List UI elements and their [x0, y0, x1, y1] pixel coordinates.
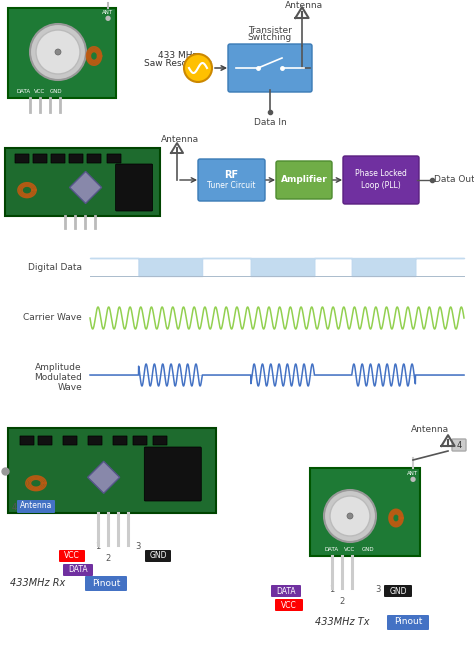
Text: ●: ● — [105, 15, 111, 21]
FancyBboxPatch shape — [33, 154, 47, 163]
FancyBboxPatch shape — [87, 154, 101, 163]
FancyBboxPatch shape — [51, 154, 65, 163]
FancyBboxPatch shape — [15, 154, 29, 163]
FancyBboxPatch shape — [144, 447, 201, 501]
FancyBboxPatch shape — [20, 436, 34, 445]
Text: GND: GND — [149, 551, 167, 561]
FancyBboxPatch shape — [133, 436, 147, 445]
FancyBboxPatch shape — [59, 550, 85, 562]
FancyBboxPatch shape — [387, 615, 429, 630]
Circle shape — [330, 496, 370, 536]
FancyBboxPatch shape — [85, 576, 127, 591]
Polygon shape — [8, 8, 116, 98]
Text: VCC: VCC — [281, 600, 297, 610]
Text: Pinout: Pinout — [92, 578, 120, 588]
Text: ●: ● — [410, 476, 416, 482]
FancyBboxPatch shape — [343, 156, 419, 204]
Text: GND: GND — [389, 586, 407, 596]
FancyBboxPatch shape — [63, 436, 77, 445]
FancyBboxPatch shape — [145, 550, 171, 562]
Circle shape — [30, 24, 86, 80]
Circle shape — [36, 30, 80, 74]
Text: 1: 1 — [329, 585, 335, 594]
FancyBboxPatch shape — [116, 164, 153, 211]
FancyBboxPatch shape — [271, 585, 301, 597]
Text: 3: 3 — [135, 542, 141, 551]
Text: 433MHz Rx: 433MHz Rx — [10, 578, 65, 588]
Text: Carrier Wave: Carrier Wave — [23, 314, 82, 322]
FancyBboxPatch shape — [198, 159, 265, 201]
FancyBboxPatch shape — [153, 436, 167, 445]
Text: 1: 1 — [95, 542, 100, 551]
Text: Loop (PLL): Loop (PLL) — [361, 182, 401, 190]
Text: 4: 4 — [11, 503, 17, 512]
FancyBboxPatch shape — [63, 564, 93, 576]
Text: VCC: VCC — [345, 547, 356, 552]
Text: RF: RF — [224, 170, 238, 180]
Text: Switching: Switching — [248, 33, 292, 42]
Circle shape — [184, 54, 212, 82]
Text: Data In: Data In — [254, 118, 286, 127]
FancyBboxPatch shape — [107, 154, 121, 163]
Text: Data Out: Data Out — [434, 176, 474, 184]
Text: Phase Locked: Phase Locked — [355, 170, 407, 178]
Text: ANT: ANT — [102, 10, 114, 15]
Text: ANT: ANT — [408, 471, 419, 476]
Text: Antenna: Antenna — [285, 1, 323, 10]
Polygon shape — [8, 428, 216, 513]
Text: Wave: Wave — [57, 383, 82, 391]
FancyBboxPatch shape — [384, 585, 412, 597]
Text: GND: GND — [362, 547, 374, 552]
Text: DATA: DATA — [17, 89, 31, 94]
Text: Tuner Circuit: Tuner Circuit — [207, 182, 256, 190]
FancyBboxPatch shape — [69, 154, 83, 163]
Text: DATA: DATA — [276, 586, 296, 596]
Circle shape — [55, 49, 61, 55]
Text: 4: 4 — [456, 440, 462, 450]
FancyBboxPatch shape — [275, 599, 303, 611]
FancyBboxPatch shape — [17, 500, 55, 513]
Text: VCC: VCC — [64, 551, 80, 561]
Text: 433 MHz: 433 MHz — [158, 52, 198, 60]
Circle shape — [347, 513, 353, 519]
Text: Saw Resonator: Saw Resonator — [145, 60, 211, 68]
FancyBboxPatch shape — [38, 436, 52, 445]
Circle shape — [324, 490, 376, 542]
Text: 3: 3 — [375, 585, 381, 594]
Text: 433MHz Tx: 433MHz Tx — [315, 617, 370, 627]
Text: DATA: DATA — [68, 565, 88, 574]
Text: Antenna: Antenna — [20, 502, 52, 511]
Text: Transister: Transister — [248, 26, 292, 35]
FancyBboxPatch shape — [113, 436, 127, 445]
Text: Antenna: Antenna — [411, 425, 449, 434]
Polygon shape — [88, 462, 119, 493]
FancyBboxPatch shape — [228, 44, 312, 92]
Text: VCC: VCC — [35, 89, 46, 94]
Polygon shape — [5, 148, 160, 216]
Text: 2: 2 — [105, 554, 110, 563]
Text: Pinout: Pinout — [394, 618, 422, 626]
Polygon shape — [70, 172, 101, 204]
Text: Antenna: Antenna — [161, 135, 199, 144]
Text: GND: GND — [50, 89, 62, 94]
FancyBboxPatch shape — [276, 161, 332, 199]
Text: Amplitude: Amplitude — [36, 362, 82, 371]
Text: Digital Data: Digital Data — [28, 263, 82, 273]
FancyBboxPatch shape — [88, 436, 102, 445]
Text: DATA: DATA — [325, 547, 339, 552]
Text: 2: 2 — [339, 597, 345, 606]
Text: Amplifier: Amplifier — [281, 176, 328, 184]
Polygon shape — [310, 468, 420, 556]
Text: Modulated: Modulated — [34, 373, 82, 381]
FancyBboxPatch shape — [452, 439, 466, 451]
